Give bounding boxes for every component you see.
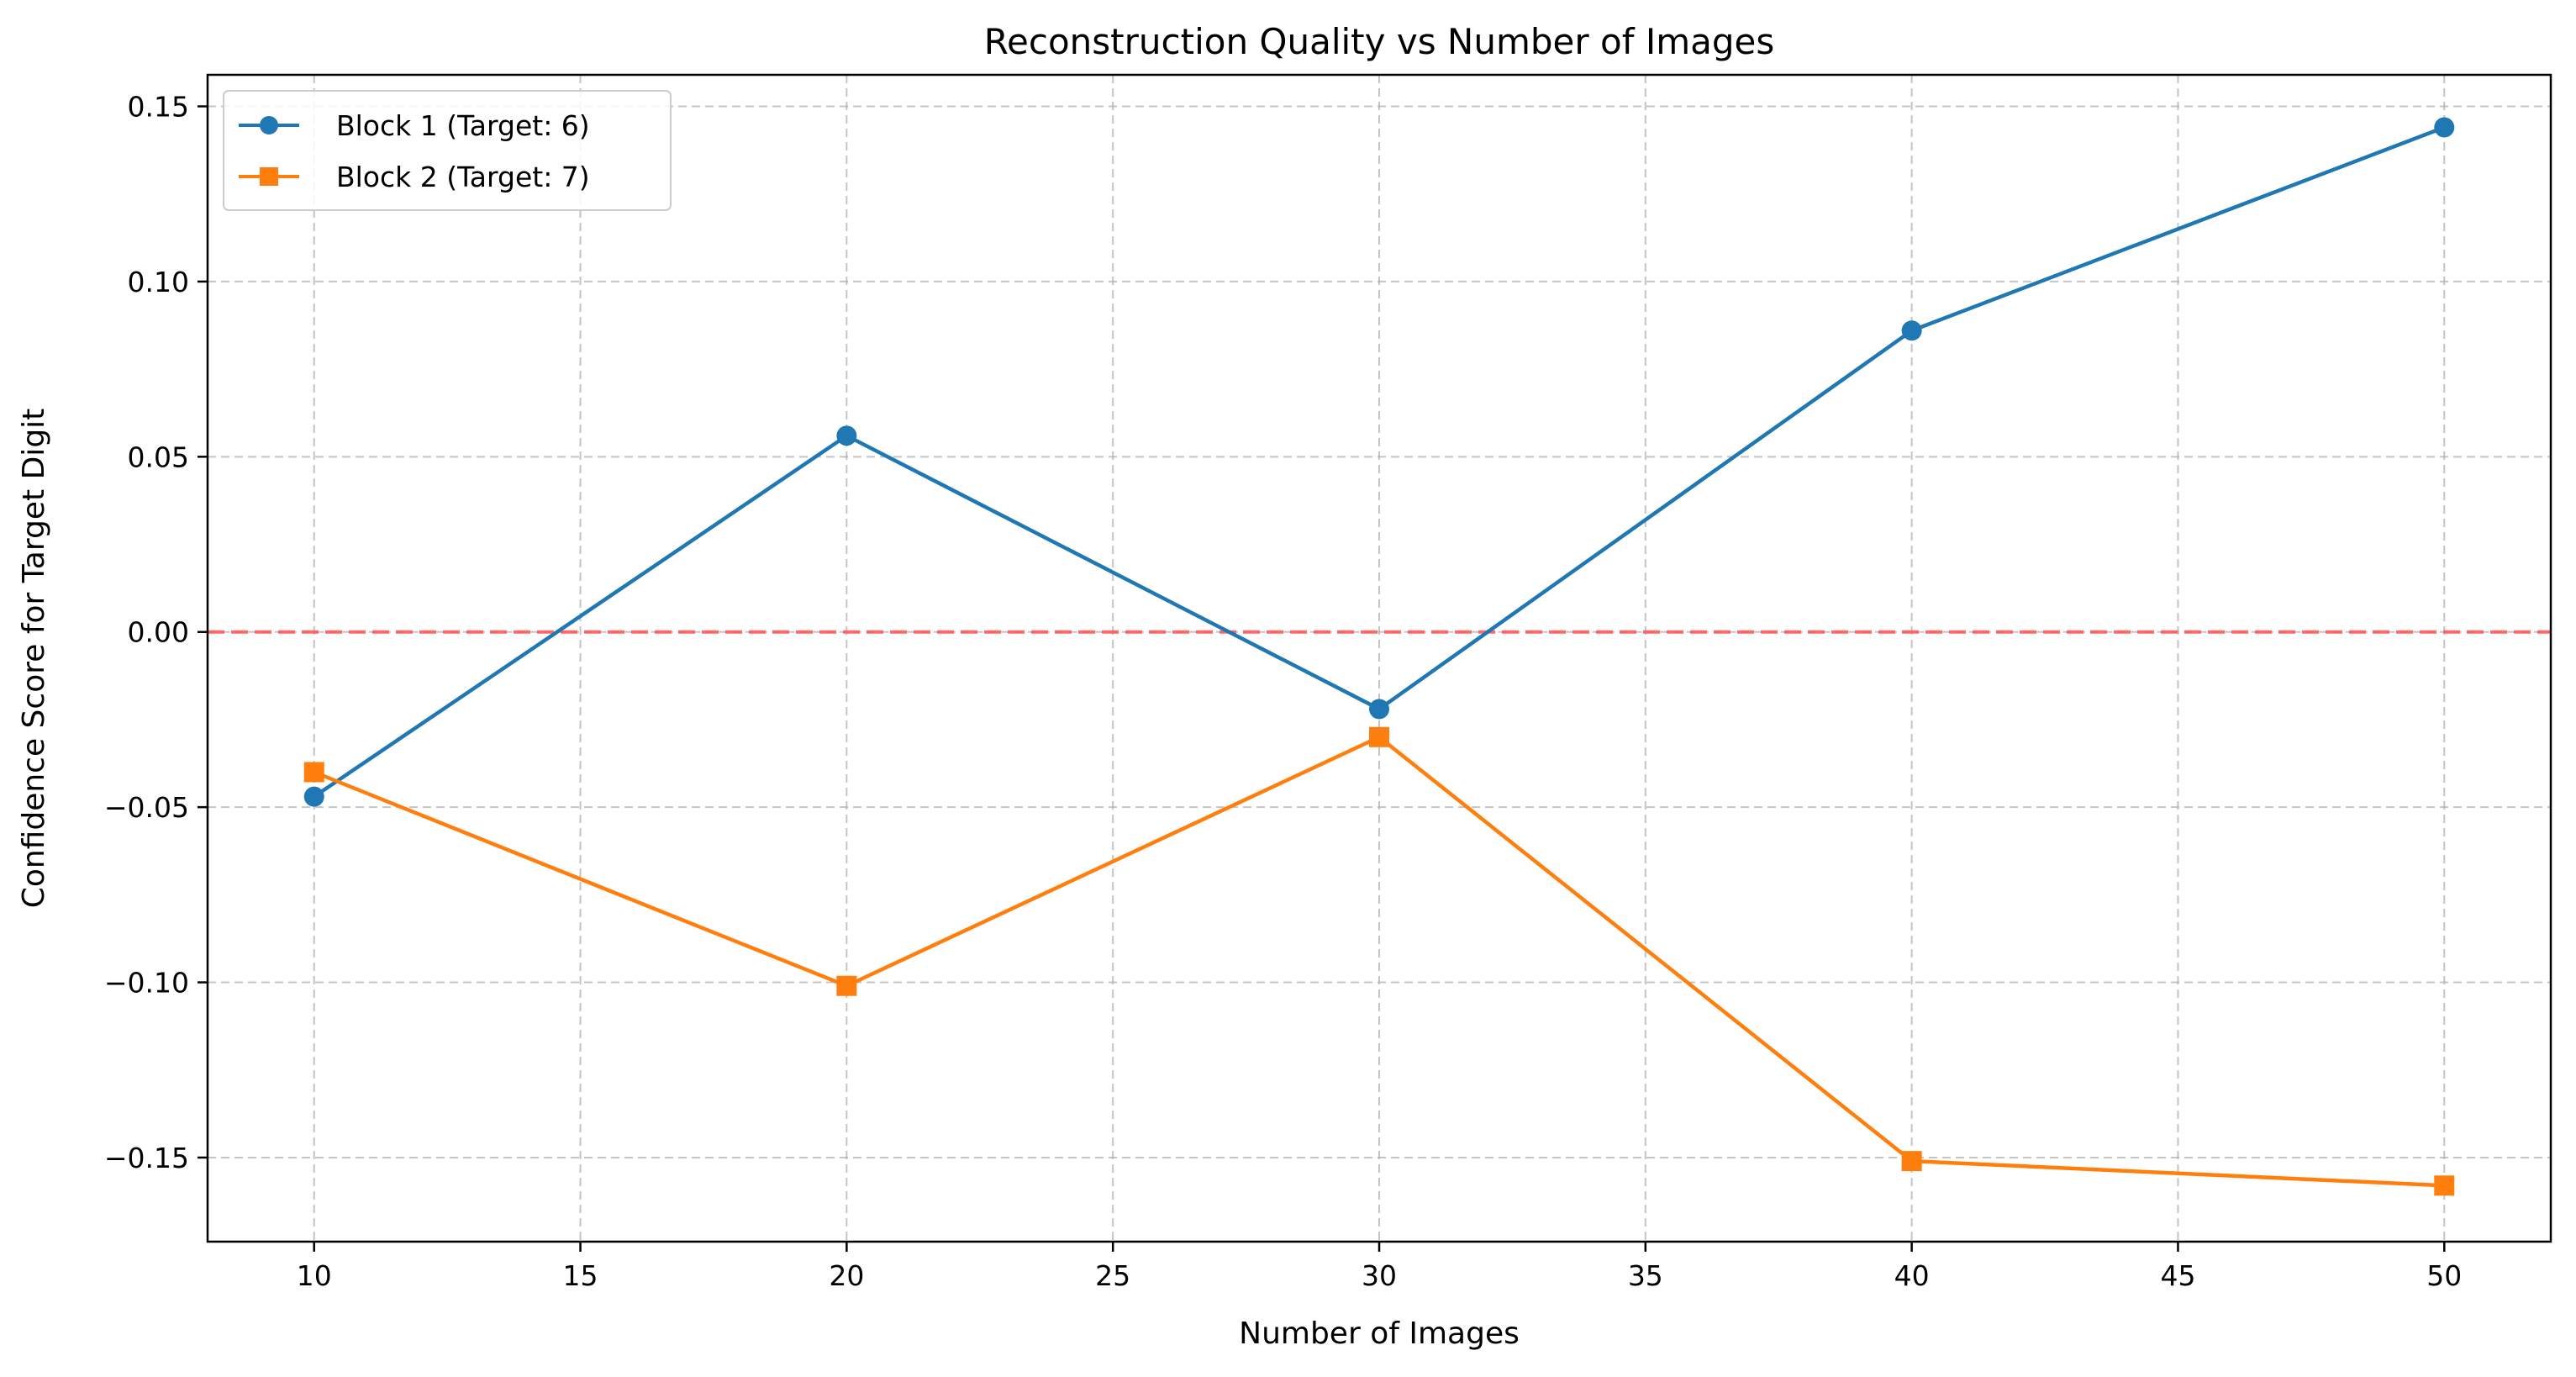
x-tick-label-4: 30 — [1362, 1259, 1397, 1292]
x-axis-ticks: 10 15 20 25 30 35 40 45 50 — [297, 1242, 2462, 1292]
x-tick-label-1: 15 — [563, 1259, 598, 1292]
y-tick-label-6: 0.15 — [128, 91, 189, 124]
legend-box — [223, 90, 672, 211]
series-1-point-0 — [303, 786, 324, 807]
series-2-point-2 — [1369, 726, 1389, 747]
y-tick-label-2: −0.05 — [104, 791, 189, 824]
x-tick-label-7: 45 — [2160, 1259, 2195, 1292]
y-tick-label-3: 0.00 — [128, 616, 189, 649]
y-tick-label-4: 0.05 — [128, 441, 189, 473]
series-1-point-4 — [2434, 117, 2455, 138]
x-tick-label-3: 25 — [1095, 1259, 1130, 1292]
legend-entry-block-2: Block 2 (Target: 7) — [239, 161, 590, 193]
series-1-point-2 — [1369, 699, 1389, 720]
legend-label-block-1: Block 1 (Target: 6) — [336, 109, 590, 142]
series-2-point-4 — [2434, 1175, 2455, 1196]
x-tick-label-0: 10 — [297, 1259, 332, 1292]
x-tick-label-6: 40 — [1894, 1259, 1930, 1292]
series-2-point-1 — [836, 975, 857, 996]
y-tick-label-5: 0.10 — [128, 266, 189, 298]
series-2-point-0 — [303, 762, 324, 783]
legend-label-block-2: Block 2 (Target: 7) — [336, 161, 590, 193]
x-axis-label: Number of Images — [1239, 1316, 1520, 1351]
y-tick-label-0: −0.15 — [104, 1142, 189, 1174]
series-1-point-1 — [836, 425, 857, 446]
y-axis-ticks: −0.15 −0.10 −0.05 0.00 0.05 0.10 0.15 — [104, 91, 208, 1174]
series-1-point-3 — [1901, 320, 1922, 341]
grid — [208, 75, 2551, 1242]
legend: Block 1 (Target: 6) Block 2 (Target: 7) — [223, 90, 672, 211]
series-2-point-3 — [1901, 1151, 1922, 1172]
y-axis-label: Confidence Score for Target Digit — [17, 409, 51, 909]
legend-marker-square — [260, 167, 278, 186]
legend-marker-circle — [260, 116, 278, 135]
legend-entry-block-1: Block 1 (Target: 6) — [239, 109, 590, 142]
series-layer — [303, 117, 2455, 1196]
x-tick-label-2: 20 — [829, 1259, 864, 1292]
chart-title: Reconstruction Quality vs Number of Imag… — [984, 21, 1775, 62]
x-tick-label-5: 35 — [1628, 1259, 1663, 1292]
x-tick-label-8: 50 — [2426, 1259, 2462, 1292]
y-tick-label-1: −0.10 — [104, 967, 189, 1000]
